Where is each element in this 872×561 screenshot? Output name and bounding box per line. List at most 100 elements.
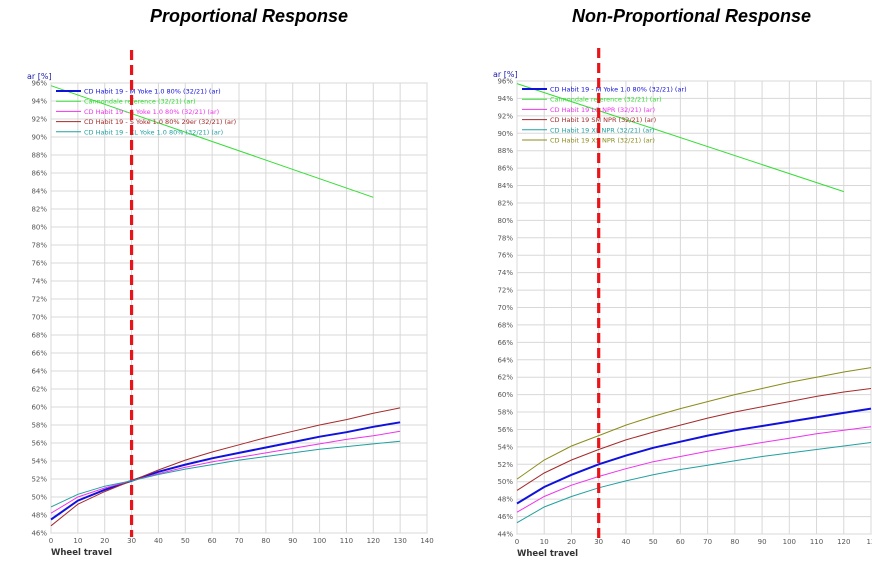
- series-line: [50, 430, 401, 514]
- x-tick-label: 80: [261, 537, 270, 545]
- y-tick-label: 58%: [497, 409, 513, 417]
- series-line: [516, 407, 872, 505]
- x-tick-label: 110: [810, 538, 823, 546]
- y-tick-label: 48%: [497, 496, 513, 504]
- x-tick-label: 50: [649, 538, 658, 546]
- x-tick-label: 90: [288, 537, 297, 545]
- series-line: [50, 421, 401, 521]
- y-tick-label: 82%: [31, 206, 47, 214]
- y-tick-label: 88%: [31, 152, 47, 160]
- chart-title-non-proportional: Non-Proportional Response: [572, 6, 812, 26]
- y-tick-label: 66%: [497, 339, 513, 347]
- series-line: [516, 388, 872, 491]
- y-tick-label: 92%: [31, 116, 47, 124]
- y-tick-label: 56%: [497, 426, 513, 434]
- x-tick-label: 60: [208, 537, 217, 545]
- series-line: [516, 83, 844, 193]
- x-tick-label: 20: [100, 537, 109, 545]
- y-tick-label: 90%: [31, 134, 47, 142]
- y-tick-label: 64%: [497, 356, 513, 364]
- series-line: [50, 440, 401, 508]
- y-tick-label: 46%: [31, 530, 47, 538]
- x-tick-label: 120: [837, 538, 850, 546]
- y-tick-label: 94%: [497, 95, 513, 103]
- y-tick-label: 80%: [497, 217, 513, 225]
- y-tick-label: 86%: [31, 170, 47, 178]
- x-tick-label: 70: [703, 538, 712, 546]
- y-tick-label: 74%: [31, 278, 47, 286]
- legend-entry: CD Habit 19 - M Yoke 1.0 80% (32/21) (ar…: [84, 88, 221, 96]
- y-tick-label: 78%: [31, 242, 47, 250]
- y-axis-label: ar [%]: [493, 70, 518, 79]
- x-tick-label: 50: [181, 537, 190, 545]
- chart-title-proportional: Proportional Response: [150, 6, 349, 26]
- x-tick-label: 110: [340, 537, 353, 545]
- y-tick-label: 62%: [497, 374, 513, 382]
- y-tick-label: 54%: [31, 458, 47, 466]
- series-line: [516, 426, 872, 513]
- legend-entry: CD Habit 19 XL NPR (32/21) (ar): [550, 126, 654, 134]
- x-tick-label: 60: [676, 538, 685, 546]
- series-line: [50, 407, 401, 527]
- y-tick-label: 96%: [31, 80, 47, 88]
- x-tick-label: 40: [621, 538, 630, 546]
- y-tick-label: 72%: [31, 296, 47, 304]
- x-tick-label: 70: [235, 537, 244, 545]
- y-tick-label: 60%: [497, 391, 513, 399]
- y-tick-label: 52%: [497, 461, 513, 469]
- legend-entry: CD Habit 19 - S Yoke 1.0 80% 29er (32/21…: [84, 118, 236, 126]
- y-tick-label: 88%: [497, 147, 513, 155]
- legend-entry: CD Habit 19 SM NPR (32/21) (ar): [550, 116, 656, 124]
- series-line: [516, 442, 872, 524]
- y-tick-label: 94%: [31, 98, 47, 106]
- y-tick-label: 76%: [31, 260, 47, 268]
- x-tick-label: 40: [154, 537, 163, 545]
- y-tick-label: 86%: [497, 165, 513, 173]
- x-tick-label: 100: [783, 538, 796, 546]
- legend-entry: CD Habit 19 - S Yoke 1.0 80% (32/21) (ar…: [84, 108, 219, 116]
- x-tick-label: 10: [73, 537, 82, 545]
- y-tick-label: 82%: [497, 199, 513, 207]
- y-tick-label: 64%: [31, 368, 47, 376]
- y-tick-label: 50%: [31, 494, 47, 502]
- y-tick-label: 96%: [497, 78, 513, 86]
- y-tick-label: 76%: [497, 252, 513, 260]
- x-tick-label: 20: [567, 538, 576, 546]
- y-tick-label: 70%: [31, 314, 47, 322]
- x-tick-label: 13: [867, 538, 872, 546]
- x-tick-label: 100: [313, 537, 326, 545]
- y-tick-label: 84%: [497, 182, 513, 190]
- legend-entry: CD Habit 19 - XL Yoke 1.0 80% (32/21) (a…: [84, 128, 223, 136]
- x-tick-label: 80: [730, 538, 739, 546]
- y-tick-label: 52%: [31, 476, 47, 484]
- legend-entry: Cannondale reference (32/21) (ar): [550, 96, 662, 104]
- x-tick-label: 0: [515, 538, 519, 546]
- x-tick-label: 130: [393, 537, 406, 545]
- series-line: [516, 367, 872, 480]
- y-tick-label: 68%: [31, 332, 47, 340]
- legend-entry: Cannondale reference (32/21) (ar): [84, 98, 196, 106]
- legend-entry: CD Habit 19 XS NPR (32/21) (ar): [550, 137, 655, 145]
- y-tick-label: 70%: [497, 304, 513, 312]
- x-tick-label: 30: [127, 537, 136, 545]
- y-tick-label: 90%: [497, 130, 513, 138]
- legend-entry: CD Habit 19 LG NPR (32/21) (ar): [550, 106, 655, 114]
- x-tick-label: 90: [758, 538, 767, 546]
- x-axis-label: Wheel travel: [517, 549, 578, 559]
- y-tick-label: 84%: [31, 188, 47, 196]
- y-tick-label: 44%: [497, 531, 513, 539]
- y-tick-label: 78%: [497, 234, 513, 242]
- y-tick-label: 72%: [497, 287, 513, 295]
- y-tick-label: 62%: [31, 386, 47, 394]
- x-tick-label: 30: [594, 538, 603, 546]
- x-tick-label: 10: [540, 538, 549, 546]
- y-tick-label: 58%: [31, 422, 47, 430]
- y-tick-label: 48%: [31, 512, 47, 520]
- x-tick-label: 140: [420, 537, 433, 545]
- y-tick-label: 60%: [31, 404, 47, 412]
- x-tick-label: 0: [49, 537, 53, 545]
- y-tick-label: 54%: [497, 443, 513, 451]
- y-tick-label: 46%: [497, 513, 513, 521]
- y-tick-label: 50%: [497, 478, 513, 486]
